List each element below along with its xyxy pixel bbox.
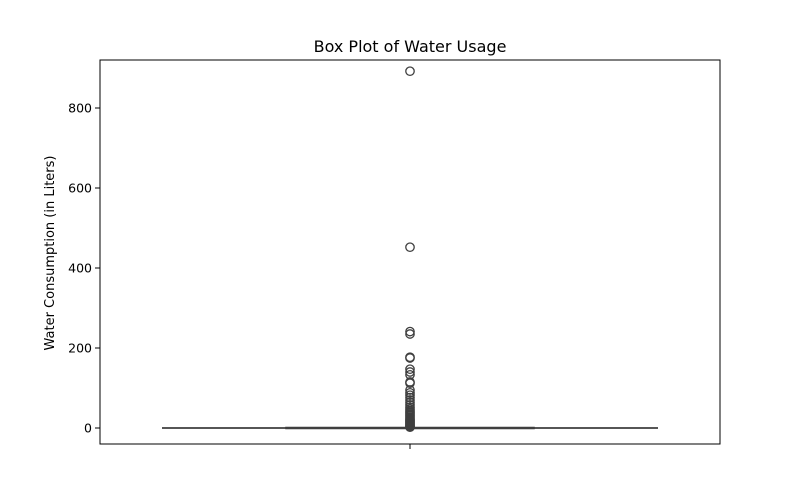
outlier-point	[405, 329, 415, 339]
outlier-point	[405, 367, 415, 377]
chart-title: Box Plot of Water Usage	[314, 37, 507, 56]
outlier-point	[405, 66, 415, 77]
y-axis-ticks: 0 200 400 600 800	[68, 101, 100, 436]
outlier-point	[405, 364, 415, 375]
y-tick-label: 800	[68, 101, 92, 116]
outlier-point	[405, 422, 415, 433]
outlier-point	[405, 385, 415, 395]
outlier-point	[405, 353, 415, 363]
outlier-points	[405, 66, 415, 433]
y-tick-label: 200	[68, 341, 92, 356]
outlier-point	[405, 242, 415, 253]
y-axis-label: Water Consumption (in Liters)	[43, 156, 58, 351]
y-tick-label: 600	[68, 181, 92, 196]
y-tick-label: 0	[84, 421, 92, 436]
y-tick-label: 400	[68, 261, 92, 276]
outlier-point	[405, 378, 415, 389]
